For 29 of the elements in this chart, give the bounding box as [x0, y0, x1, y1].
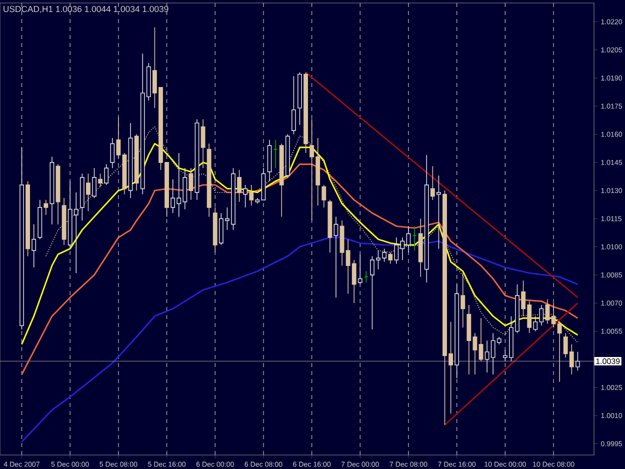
candlestick: [406, 226, 411, 253]
ref-line-label: 1.0039: [596, 358, 620, 364]
candlestick: [86, 173, 90, 212]
candlestick: [243, 184, 248, 208]
candlestick: [545, 298, 550, 324]
candlestick: [557, 321, 562, 382]
candlestick: [291, 76, 296, 135]
candlestick: [92, 168, 96, 198]
candlestick: [237, 170, 242, 202]
candlestick: [98, 173, 103, 188]
candlestick: [200, 118, 206, 168]
chart-title: USDCAD,H1 1.0036 1.0044 1.0034 1.0039: [4, 6, 168, 14]
candlestick: [44, 200, 48, 216]
candlestick: [430, 166, 435, 200]
candlestick: [32, 224, 36, 268]
candlestick: [358, 254, 362, 285]
candlestick: [575, 351, 580, 372]
candlestick: [322, 184, 326, 208]
candlestick: [110, 138, 115, 168]
candlestick: [188, 168, 194, 200]
candlestick: [478, 318, 484, 362]
candlestick: [460, 272, 466, 328]
candlestick: [388, 252, 393, 264]
candlestick: [334, 216, 338, 298]
candlestick: [104, 164, 109, 186]
candlestick: [116, 117, 121, 160]
candlestick: [436, 175, 441, 250]
candlestick: [249, 184, 254, 206]
line-series: [21, 164, 578, 376]
